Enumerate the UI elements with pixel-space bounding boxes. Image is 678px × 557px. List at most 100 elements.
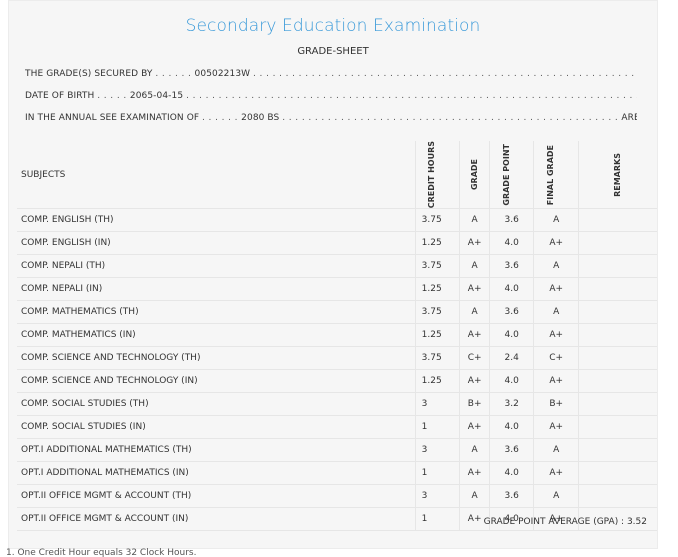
remarks-cell <box>577 346 657 371</box>
subject-cell: COMP. NEPALI (IN) <box>17 277 416 302</box>
header-credit-hours: CREDIT HOURS <box>414 141 460 210</box>
final-grade-cell: A+ <box>533 231 579 256</box>
credit-hours-cell: 1 <box>414 415 460 440</box>
header-remarks: REMARKS <box>577 141 657 210</box>
info-line-exam: IN THE ANNUAL SEE EXAMINATION OF . . . .… <box>25 113 637 127</box>
subject-cell: OPT.I ADDITIONAL MATHEMATICS (TH) <box>17 438 416 463</box>
final-grade-cell: A+ <box>533 415 579 440</box>
table-row: COMP. SCIENCE AND TECHNOLOGY (IN) 1.25 A+ 4… <box>17 369 657 394</box>
grade-sheet: Secondary Education Examination GRADE-SH… <box>8 0 658 549</box>
remarks-cell <box>577 438 657 463</box>
subject-cell: COMP. ENGLISH (IN) <box>17 231 416 256</box>
credit-hours-cell: 3.75 <box>414 208 460 233</box>
table-row: COMP. SOCIAL STUDIES (TH) 3 B+ 3.2 B+ <box>17 392 657 417</box>
final-grade-cell: A+ <box>533 507 579 532</box>
grade-cell: A+ <box>459 415 490 440</box>
table-row: COMP. ENGLISH (TH) 3.75 A 3.6 A <box>17 208 657 233</box>
grade-point-cell: 3.2 <box>488 392 534 417</box>
table-row: COMP. NEPALI (IN) 1.25 A+ 4.0 A+ <box>17 277 657 302</box>
credit-hours-cell: 1.25 <box>414 231 460 256</box>
header-grade-point-label: GRADE POINT <box>501 143 511 206</box>
grade-point-cell: 3.6 <box>488 254 534 279</box>
table-row: COMP. SOCIAL STUDIES (IN) 1 A+ 4.0 A+ <box>17 415 657 440</box>
table-row: OPT.I ADDITIONAL MATHEMATICS (TH) 3 A 3.6 A <box>17 438 657 463</box>
header-final-grade: FINAL GRADE <box>533 141 579 210</box>
final-grade-cell: A <box>533 254 579 279</box>
remarks-cell <box>577 231 657 256</box>
dob-label: DATE OF BIRTH <box>25 91 95 101</box>
subject-cell: OPT.I ADDITIONAL MATHEMATICS (IN) <box>17 461 416 486</box>
grade-point-cell: 3.6 <box>488 300 534 325</box>
grade-cell: A+ <box>459 231 490 256</box>
remarks-cell <box>577 300 657 325</box>
gpa-summary: GRADE POINT AVERAGE (GPA) : 3.52 <box>483 517 647 527</box>
table-row: OPT.II OFFICE MGMT & ACCOUNT (TH) 3 A 3.6 A <box>17 484 657 509</box>
grade-cell: A <box>459 254 490 279</box>
symbol-number: 00502213W <box>194 69 251 79</box>
final-grade-cell: A <box>533 208 579 233</box>
subject-cell: OPT.II OFFICE MGMT & ACCOUNT (TH) <box>17 484 416 509</box>
final-grade-cell: B+ <box>533 392 579 417</box>
remarks-cell <box>577 392 657 417</box>
remarks-cell <box>577 277 657 302</box>
grade-point-cell: 3.6 <box>488 484 534 509</box>
grade-cell: A+ <box>459 507 490 532</box>
final-grade-cell: C+ <box>533 346 579 371</box>
grade-cell: A+ <box>459 369 490 394</box>
subject-cell: COMP. SCIENCE AND TECHNOLOGY (IN) <box>17 369 416 394</box>
remarks-cell <box>577 461 657 486</box>
table-row: COMP. MATHEMATICS (IN) 1.25 A+ 4.0 A+ <box>17 323 657 348</box>
grades-table: SUBJECTS CREDIT HOURS GRADE GRADE POINT … <box>17 141 657 532</box>
secured-label: THE GRADE(S) SECURED BY <box>25 69 153 79</box>
grade-point-cell: 3.6 <box>488 208 534 233</box>
info-line-secured: THE GRADE(S) SECURED BY . . . . . . 0050… <box>25 69 637 79</box>
header-grade: GRADE <box>459 141 490 210</box>
grade-point-cell: 4.0 <box>488 507 534 532</box>
exam-label: IN THE ANNUAL SEE EXAMINATION OF <box>25 113 200 123</box>
table-header-row: SUBJECTS CREDIT HOURS GRADE GRADE POINT … <box>17 141 657 210</box>
grade-cell: A <box>459 438 490 463</box>
credit-hours-cell: 1 <box>414 461 460 486</box>
credit-hours-cell: 3.75 <box>414 346 460 371</box>
grade-sheet-subtitle: GRADE-SHEET <box>297 46 369 57</box>
header-final-grade-label: FINAL GRADE <box>546 144 556 205</box>
header-credit-hours-label: CREDIT HOURS <box>427 141 437 209</box>
subject-cell: COMP. MATHEMATICS (TH) <box>17 300 416 325</box>
credit-hours-cell: 3.75 <box>414 254 460 279</box>
header-grade-point: GRADE POINT <box>488 141 534 210</box>
grade-cell: A <box>459 208 490 233</box>
remarks-cell <box>577 254 657 279</box>
final-grade-cell: A+ <box>533 461 579 486</box>
grade-cell: A+ <box>459 277 490 302</box>
table-row: COMP. MATHEMATICS (TH) 3.75 A 3.6 A <box>17 300 657 325</box>
grade-point-cell: 2.4 <box>488 346 534 371</box>
grade-cell: A+ <box>459 323 490 348</box>
final-grade-cell: A+ <box>533 323 579 348</box>
final-grade-cell: A+ <box>533 369 579 394</box>
subject-cell: COMP. SOCIAL STUDIES (IN) <box>17 415 416 440</box>
grade-point-cell: 4.0 <box>488 369 534 394</box>
table-row: COMP. ENGLISH (IN) 1.25 A+ 4.0 A+ <box>17 231 657 256</box>
credit-hours-cell: 3 <box>414 438 460 463</box>
grade-point-cell: 4.0 <box>488 323 534 348</box>
subject-cell: OPT.II OFFICE MGMT & ACCOUNT (IN) <box>17 507 416 532</box>
final-grade-cell: A <box>533 438 579 463</box>
grade-point-cell: 4.0 <box>488 461 534 486</box>
credit-hours-cell: 3 <box>414 484 460 509</box>
grade-cell: C+ <box>459 346 490 371</box>
final-grade-cell: A <box>533 300 579 325</box>
subject-cell: COMP. SOCIAL STUDIES (TH) <box>17 392 416 417</box>
credit-hours-cell: 3 <box>414 392 460 417</box>
final-grade-cell: A <box>533 484 579 509</box>
credit-hours-cell: 1.25 <box>414 277 460 302</box>
table-row: COMP. NEPALI (TH) 3.75 A 3.6 A <box>17 254 657 279</box>
grade-cell: A <box>459 484 490 509</box>
exam-year: 2080 BS <box>241 113 280 123</box>
table-row: OPT.I ADDITIONAL MATHEMATICS (IN) 1 A+ 4.0 A… <box>17 461 657 486</box>
remarks-cell <box>577 415 657 440</box>
grade-point-cell: 4.0 <box>488 277 534 302</box>
info-line-dob: DATE OF BIRTH . . . . . 2065-04-15 . . .… <box>25 91 637 101</box>
grade-point-cell: 3.6 <box>488 438 534 463</box>
credit-hours-cell: 1.25 <box>414 323 460 348</box>
header-subjects: SUBJECTS <box>17 141 416 210</box>
